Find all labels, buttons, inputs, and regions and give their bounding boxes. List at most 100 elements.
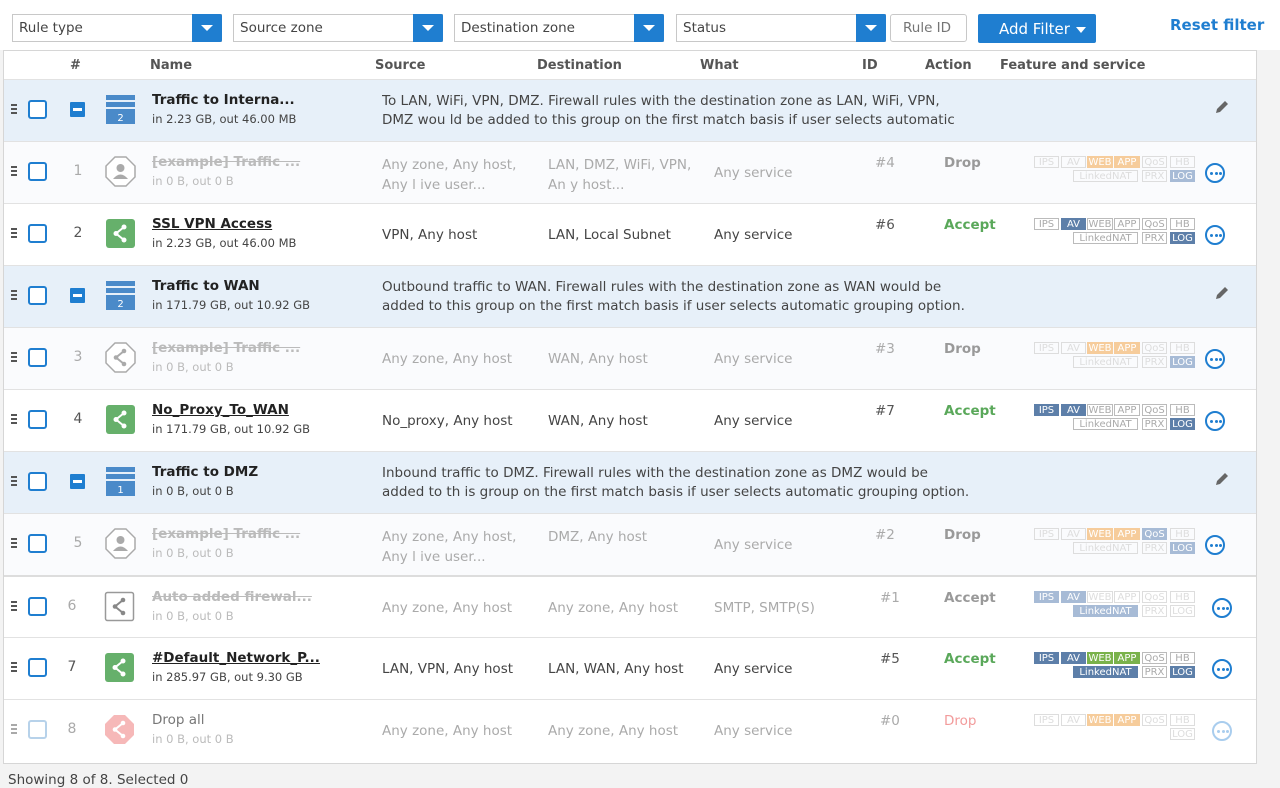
drag-handle-icon[interactable] <box>11 228 17 239</box>
linkednat-badge: LinkedNAT <box>1073 605 1138 617</box>
collapse-group-icon[interactable] <box>70 474 85 489</box>
rule-group-row[interactable]: 1 Traffic to DMZ in 0 B, out 0 B Inbound… <box>4 451 1256 513</box>
pencil-icon[interactable] <box>1213 284 1231 302</box>
rule-type-dropdown[interactable]: Rule type <box>12 14 222 42</box>
rule-destination: LAN, Local Subnet <box>548 227 671 243</box>
rule-name[interactable]: #Default_Network_P... <box>152 650 320 666</box>
status-dropdown[interactable]: Status <box>676 14 886 42</box>
linkednat-badge: LinkedNAT <box>1073 232 1138 244</box>
rule-group-row[interactable]: 2 Traffic to WAN in 171.79 GB, out 10.92… <box>4 265 1256 327</box>
rule-traffic: in 0 B, out 0 B <box>152 546 234 560</box>
col-header-source[interactable]: Source <box>375 58 426 73</box>
row-checkbox[interactable] <box>28 224 47 243</box>
reset-filter-link[interactable]: Reset filter <box>1170 16 1265 34</box>
col-header-action[interactable]: Action <box>925 58 972 73</box>
ellipsis-circle-icon[interactable] <box>1205 411 1225 431</box>
ips-badge: IPS <box>1034 156 1059 168</box>
rule-row[interactable]: 8 Drop all in 0 B, out 0 B Any zone, Any… <box>4 699 1256 761</box>
row-checkbox[interactable] <box>28 597 47 616</box>
ellipsis-circle-icon[interactable] <box>1212 659 1232 679</box>
web-badge: WEB <box>1087 591 1113 603</box>
row-checkbox[interactable] <box>28 720 47 739</box>
qos-badge: QoS <box>1142 342 1167 354</box>
drag-handle-icon[interactable] <box>11 476 17 487</box>
drag-handle-icon[interactable] <box>11 601 17 612</box>
col-header-name[interactable]: Name <box>150 58 193 73</box>
rule-service: Any service <box>714 661 793 677</box>
rule-id-input[interactable] <box>890 14 967 42</box>
qos-badge: QoS <box>1142 156 1167 168</box>
group-traffic: in 2.23 GB, out 46.00 MB <box>152 112 297 126</box>
rule-row[interactable]: 3 [example] Traffic ... in 0 B, out 0 B … <box>4 327 1256 389</box>
drop-octagon-icon <box>105 715 134 744</box>
rule-row[interactable]: 2 SSL VPN Access in 2.23 GB, out 46.00 M… <box>4 203 1256 265</box>
rule-id: #0 <box>880 713 900 729</box>
drag-handle-icon[interactable] <box>11 290 17 301</box>
rule-row[interactable]: 5 [example] Traffic ... in 0 B, out 0 B … <box>4 513 1256 575</box>
rule-row[interactable]: 1 [example] Traffic ... in 0 B, out 0 B … <box>4 141 1256 203</box>
chevron-down-icon[interactable] <box>192 14 222 42</box>
drag-handle-icon[interactable] <box>11 662 17 673</box>
rule-group-row[interactable]: 2 Traffic to Interna... in 2.23 GB, out … <box>4 79 1256 141</box>
rule-name[interactable]: No_Proxy_To_WAN <box>152 402 289 418</box>
user-octagon-icon <box>105 528 136 559</box>
group-name[interactable]: Traffic to WAN <box>152 278 260 294</box>
ellipsis-circle-icon[interactable] <box>1205 163 1225 183</box>
rule-destination: LAN, WAN, Any host <box>548 661 684 677</box>
rule-source: No_proxy, Any host <box>382 413 513 429</box>
chevron-down-icon[interactable] <box>413 14 443 42</box>
group-name[interactable]: Traffic to DMZ <box>152 464 259 480</box>
ellipsis-circle-icon[interactable] <box>1205 349 1225 369</box>
rule-name[interactable]: Drop all <box>152 712 205 728</box>
row-checkbox[interactable] <box>28 162 47 181</box>
ellipsis-circle-icon[interactable] <box>1205 535 1225 555</box>
rule-name[interactable]: [example] Traffic ... <box>152 340 301 356</box>
row-checkbox[interactable] <box>28 472 47 491</box>
table-footer-status: Showing 8 of 8. Selected 0 <box>8 772 189 788</box>
log-badge: LOG <box>1170 232 1195 244</box>
rule-row[interactable]: 7 #Default_Network_P... in 285.97 GB, ou… <box>4 637 1256 699</box>
web-badge: WEB <box>1087 652 1113 664</box>
col-header-what[interactable]: What <box>700 58 739 73</box>
web-badge: WEB <box>1087 714 1113 726</box>
destination-zone-dropdown[interactable]: Destination zone <box>454 14 664 42</box>
add-filter-button[interactable]: Add Filter <box>978 14 1096 43</box>
collapse-group-icon[interactable] <box>70 288 85 303</box>
app-badge: APP <box>1114 652 1140 664</box>
ellipsis-circle-icon[interactable] <box>1205 225 1225 245</box>
rule-name[interactable]: Auto added firewal... <box>152 589 312 605</box>
row-checkbox[interactable] <box>28 286 47 305</box>
drag-handle-icon[interactable] <box>11 414 17 425</box>
ellipsis-circle-icon[interactable] <box>1212 721 1232 741</box>
rule-name[interactable]: [example] Traffic ... <box>152 526 301 542</box>
av-badge: AV <box>1061 342 1086 354</box>
rule-row[interactable]: 6 Auto added firewal... in 0 B, out 0 B … <box>4 575 1256 637</box>
log-badge: LOG <box>1170 170 1195 182</box>
row-checkbox[interactable] <box>28 100 47 119</box>
drag-handle-icon[interactable] <box>11 352 17 363</box>
rule-name[interactable]: [example] Traffic ... <box>152 154 301 170</box>
col-header-destination[interactable]: Destination <box>537 58 622 73</box>
ellipsis-circle-icon[interactable] <box>1212 598 1232 618</box>
row-checkbox[interactable] <box>28 658 47 677</box>
rule-destination: Any zone, Any host <box>548 723 679 739</box>
pencil-icon[interactable] <box>1213 98 1231 116</box>
rule-name[interactable]: SSL VPN Access <box>152 216 273 232</box>
col-header-id[interactable]: ID <box>862 58 878 73</box>
row-checkbox[interactable] <box>28 534 47 553</box>
pencil-icon[interactable] <box>1213 470 1231 488</box>
drag-handle-icon[interactable] <box>11 104 17 115</box>
chevron-down-icon[interactable] <box>634 14 664 42</box>
collapse-group-icon[interactable] <box>70 102 85 117</box>
row-checkbox[interactable] <box>28 348 47 367</box>
drag-handle-icon[interactable] <box>11 166 17 177</box>
drag-handle-icon[interactable] <box>11 538 17 549</box>
chevron-down-icon[interactable] <box>856 14 886 42</box>
qos-badge: QoS <box>1142 218 1167 230</box>
group-name[interactable]: Traffic to Interna... <box>152 92 295 108</box>
rule-row[interactable]: 4 No_Proxy_To_WAN in 171.79 GB, out 10.9… <box>4 389 1256 451</box>
drag-handle-icon[interactable] <box>11 724 17 735</box>
row-checkbox[interactable] <box>28 410 47 429</box>
source-zone-dropdown[interactable]: Source zone <box>233 14 443 42</box>
web-badge: WEB <box>1087 342 1113 354</box>
